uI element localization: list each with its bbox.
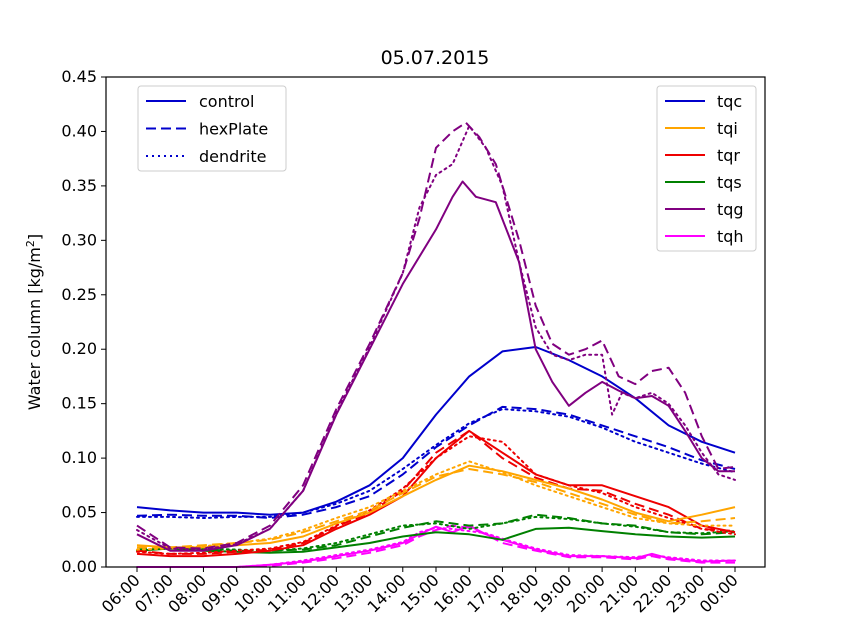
series-line-tqr-hexPlate <box>136 429 736 555</box>
series-line-tqs-hexPlate <box>136 513 736 552</box>
y-tick-label: 0.40 <box>61 121 97 140</box>
chart-title: 05.07.2015 <box>381 47 490 69</box>
series-line-tqc-hexPlate <box>136 405 736 519</box>
y-tick-label: 0.30 <box>61 230 97 249</box>
y-tick-label: 0.20 <box>61 339 97 358</box>
y-axis-label-end: ] <box>25 234 44 240</box>
x-axis: 06:0007:0008:0009:0010:0011:0012:0013:00… <box>98 567 742 616</box>
series-line-tqi-dendrite <box>136 460 736 551</box>
y-tick-label: 0.25 <box>61 285 97 304</box>
y-tick-label: 0.15 <box>61 394 97 413</box>
series-line-tqr-control <box>136 429 736 558</box>
series-line-tqc-dendrite <box>136 408 736 519</box>
series-line-tqg-dendrite <box>136 125 736 551</box>
legend-style-label: control <box>199 92 254 111</box>
y-tick-label: 0.10 <box>61 448 97 467</box>
y-tick-label: 0.05 <box>61 503 97 522</box>
x-tick-label: 00:00 <box>696 570 742 616</box>
legend-variable-label: tqg <box>717 200 744 219</box>
legend-styles-box <box>137 85 287 172</box>
series-line-tqs-dendrite <box>136 515 736 552</box>
legend-style-label: dendrite <box>199 147 266 166</box>
series-line-tqg-hexPlate <box>136 121 736 550</box>
series-layer <box>136 121 736 568</box>
legend-variable-label: tqr <box>717 146 740 165</box>
legend-variable-label: tqc <box>717 92 742 111</box>
legend-variable-label: tqi <box>717 119 738 138</box>
y-axis-label-superscript: 2 <box>24 240 37 247</box>
legend-styles: control hexPlate dendrite <box>137 85 287 172</box>
legend-variable-label: tqs <box>717 173 742 192</box>
legend-variable-label: tqh <box>717 227 744 246</box>
y-tick-label: 0.45 <box>61 67 97 86</box>
legend-variables: tqc tqi tqr tqs tqg tqh <box>656 85 757 252</box>
y-tick-label: 0.35 <box>61 176 97 195</box>
y-tick-label: 0.00 <box>61 557 97 576</box>
y-axis: 0.00 0.05 0.10 0.15 0.20 0.25 0.30 0.35 0.40 0.45 <box>61 67 106 576</box>
series-line-tqr-dendrite <box>136 435 736 555</box>
legend-style-label: hexPlate <box>199 120 268 139</box>
series-line-tqh-dendrite <box>136 526 736 568</box>
y-axis-label-main: Water column [kg/m <box>25 247 44 410</box>
y-axis-label: Water column [kg/m2] <box>24 234 44 410</box>
series-line-tqg-control <box>136 180 735 552</box>
series-line-tqc-control <box>136 346 736 516</box>
